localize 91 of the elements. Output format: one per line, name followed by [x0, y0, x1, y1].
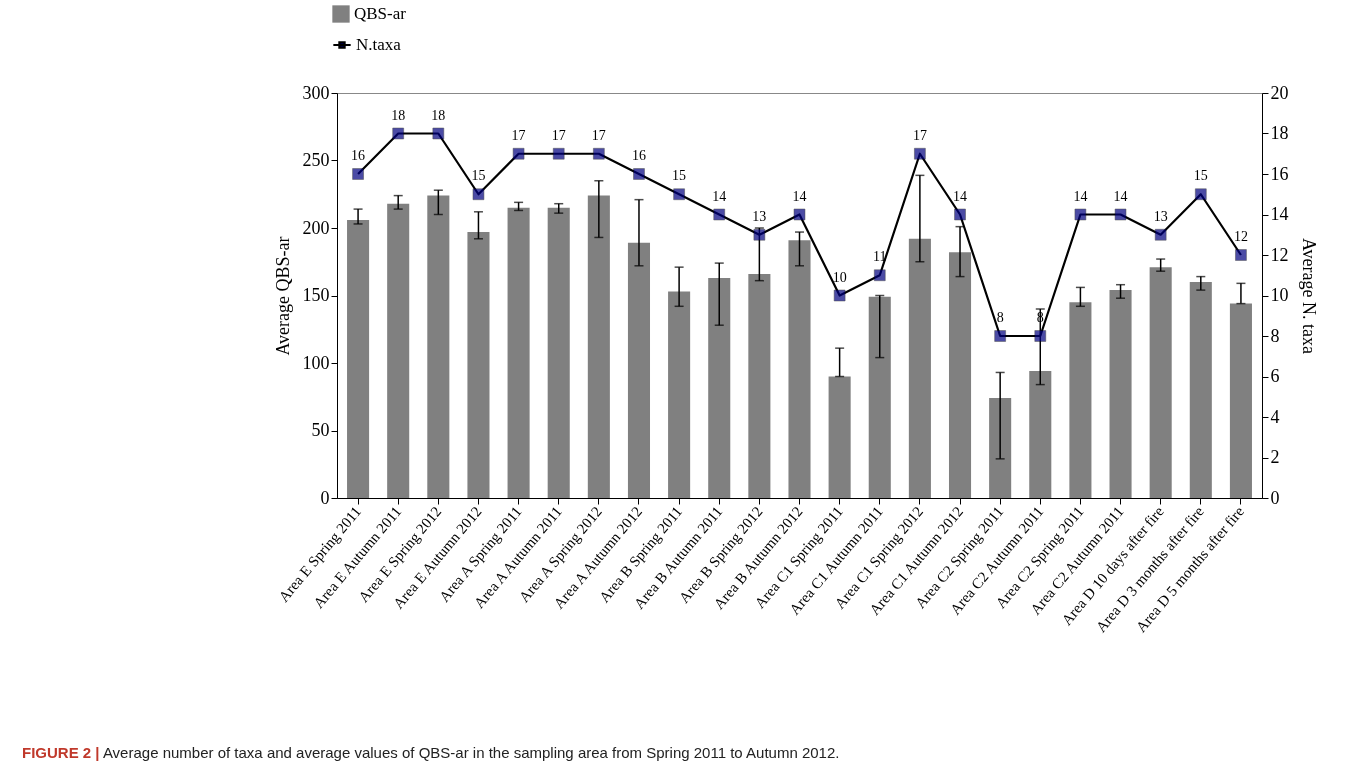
legend-label: N.taxa — [356, 35, 402, 54]
bar — [948, 252, 972, 498]
bar — [708, 277, 731, 498]
data-label: 12 — [1233, 229, 1248, 244]
y-tick-label: 200 — [302, 217, 330, 238]
y-tick-label: 150 — [302, 285, 330, 305]
y2-tick-label: 0 — [1270, 487, 1280, 508]
point — [552, 148, 565, 160]
bar — [668, 291, 691, 498]
bar — [748, 273, 771, 498]
y2-tick-label: 10 — [1270, 285, 1289, 305]
data-label: 16 — [351, 148, 366, 163]
point — [472, 188, 485, 200]
point — [954, 208, 966, 221]
point — [432, 127, 445, 140]
bar — [788, 240, 811, 498]
point — [914, 148, 926, 160]
point — [874, 269, 886, 281]
data-label: 18 — [431, 107, 446, 123]
bar — [547, 207, 570, 498]
caption: FIGURE 2 | Average number of taxa and average values of QBS-ar in the sampling area from Spring 2011 to Autumn 2012. — [22, 744, 840, 761]
bar — [347, 219, 370, 498]
point — [1034, 330, 1047, 342]
y-tick-label: 250 — [302, 150, 330, 170]
bar — [828, 376, 851, 498]
bar — [387, 203, 410, 498]
point — [994, 330, 1006, 342]
data-label: 17 — [591, 127, 606, 143]
bar — [1069, 302, 1092, 498]
point — [1114, 208, 1127, 221]
y-tick-label: 0 — [320, 487, 330, 508]
data-label: 17 — [551, 127, 566, 143]
data-label: 16 — [631, 148, 646, 163]
data-label: 14 — [712, 188, 727, 204]
data-label: 11 — [873, 249, 887, 265]
point — [753, 229, 766, 241]
point — [673, 188, 685, 200]
bar — [507, 207, 530, 498]
bar — [1149, 267, 1172, 498]
y2-tick-label: 14 — [1270, 204, 1289, 224]
y2-tick-label: 20 — [1270, 82, 1289, 103]
y-tick-label: 100 — [302, 352, 330, 373]
data-label: 14 — [953, 188, 968, 204]
data-label: 14 — [1073, 188, 1088, 204]
point — [833, 289, 846, 302]
point — [1154, 229, 1167, 241]
bar — [1189, 282, 1212, 498]
bar — [1029, 371, 1052, 498]
y2-tick-label: 12 — [1270, 244, 1289, 265]
bar — [467, 232, 490, 498]
data-label: 15 — [471, 168, 486, 184]
y2-tick-label: 4 — [1270, 406, 1280, 427]
data-label: 15 — [1193, 168, 1208, 184]
point — [512, 148, 525, 160]
point — [713, 208, 725, 221]
bar — [908, 238, 931, 498]
data-label: 8 — [996, 310, 1004, 325]
point — [1195, 188, 1207, 200]
point — [352, 168, 364, 180]
y-axis-title: Average QBS-ar — [272, 236, 293, 356]
point — [593, 148, 605, 160]
data-label: 13 — [752, 208, 767, 224]
y2-tick-label: 6 — [1270, 366, 1280, 386]
bar — [1109, 290, 1132, 498]
y2-tick-label: 16 — [1270, 163, 1289, 184]
y2-tick-label: 2 — [1270, 447, 1280, 467]
bar — [587, 195, 610, 498]
data-label: 17 — [511, 127, 526, 143]
data-label: 14 — [792, 188, 807, 204]
point — [1074, 208, 1087, 221]
y2-tick-label: 18 — [1270, 123, 1289, 143]
legend-label: QBS-ar — [354, 4, 407, 23]
data-label: 17 — [912, 127, 927, 143]
bar — [427, 195, 450, 498]
point — [392, 127, 404, 140]
y2-tick-label: 8 — [1270, 325, 1280, 346]
y-tick-label: 300 — [302, 82, 330, 103]
data-label: 13 — [1153, 208, 1168, 224]
data-label: 15 — [672, 168, 687, 184]
data-label: 14 — [1113, 188, 1128, 204]
bar — [1229, 303, 1252, 498]
point — [793, 208, 806, 221]
data-label: 18 — [391, 107, 406, 123]
bar — [627, 242, 651, 498]
y2-axis-title: Average N. taxa — [1298, 237, 1319, 355]
data-label: 10 — [832, 269, 847, 285]
bar — [989, 398, 1012, 498]
point — [1235, 249, 1247, 261]
point — [633, 168, 645, 180]
y-tick-label: 50 — [311, 420, 330, 440]
bar — [868, 296, 891, 498]
